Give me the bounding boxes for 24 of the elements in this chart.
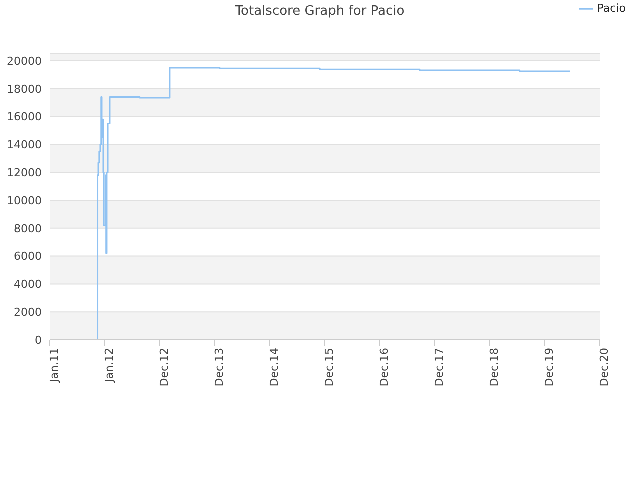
y-tick-label: 16000 bbox=[7, 110, 42, 124]
x-tick-label: Dec.18 bbox=[488, 348, 501, 387]
chart-title: Totalscore Graph for Pacio bbox=[235, 4, 405, 19]
y-tick-label: 8000 bbox=[14, 222, 42, 236]
y-tick-label: 10000 bbox=[7, 194, 42, 208]
y-tick-label: 6000 bbox=[14, 250, 42, 264]
y-tick-label: 14000 bbox=[7, 138, 42, 152]
x-tick-label: Dec.17 bbox=[432, 348, 446, 387]
x-tick-label: Dec.15 bbox=[322, 348, 336, 387]
x-tick-label: Dec.16 bbox=[378, 348, 391, 387]
y-tick-label: 0 bbox=[35, 334, 42, 347]
y-tick-label: 12000 bbox=[7, 166, 42, 180]
x-tick-label: Dec.12 bbox=[158, 348, 171, 387]
x-tick-label: Dec.14 bbox=[268, 348, 281, 387]
y-tick-label: 20000 bbox=[7, 54, 42, 68]
y-tick-label: 2000 bbox=[14, 306, 42, 320]
x-tick-label: Jan.12 bbox=[102, 348, 116, 384]
x-tick-label: Dec.19 bbox=[542, 348, 556, 387]
y-tick-label: 18000 bbox=[7, 82, 42, 96]
legend-label: Pacio bbox=[597, 2, 626, 16]
x-tick-label: Jan.11 bbox=[48, 348, 61, 384]
y-tick-label: 4000 bbox=[14, 278, 42, 292]
x-tick-label: Dec.20 bbox=[598, 348, 611, 387]
x-tick-label: Dec.13 bbox=[212, 348, 226, 387]
